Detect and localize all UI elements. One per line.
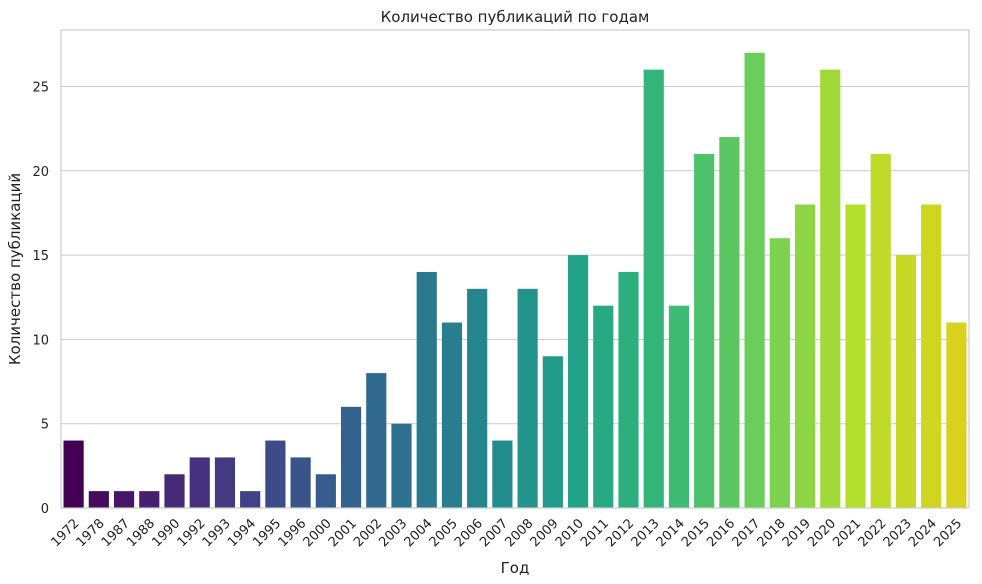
bar-1978 (88, 491, 109, 508)
bar-2011 (593, 305, 614, 508)
x-tick-label: 1987 (99, 516, 133, 550)
x-tick-label: 2001 (326, 516, 360, 550)
bar-1996 (290, 457, 311, 508)
x-tick-label: 2020 (805, 516, 839, 550)
x-tick-label: 2017 (729, 516, 763, 550)
bar-2007 (492, 440, 513, 508)
bar-2014 (668, 305, 690, 508)
bar-2025 (946, 322, 967, 508)
bar-2021 (845, 204, 866, 508)
x-tick-label: 2021 (830, 516, 864, 550)
bar-2018 (769, 238, 790, 508)
bar-2016 (719, 137, 740, 509)
bar-2015 (694, 153, 715, 509)
bar-2004 (416, 271, 437, 508)
bar-2012 (618, 271, 639, 508)
x-tick-label: 2003 (376, 516, 410, 550)
bar-2024 (921, 204, 942, 508)
bar-2002 (366, 373, 387, 508)
bar-2000 (315, 474, 336, 508)
x-tick-label: 2010 (553, 516, 587, 550)
x-tick-label: 1978 (74, 516, 108, 550)
bar-2003 (391, 423, 412, 508)
x-tick-label: 1992 (175, 516, 209, 550)
bar-2020 (820, 69, 841, 509)
bar-1988 (139, 491, 160, 508)
y-axis-label: Количество публикаций (6, 173, 24, 365)
bar-1987 (113, 491, 135, 508)
x-tick-label: 2016 (704, 516, 738, 550)
bar-2006 (467, 288, 488, 508)
x-tick-label: 1988 (124, 516, 158, 550)
x-tick-label: 2011 (578, 516, 612, 550)
y-tick-label: 10 (32, 333, 49, 348)
y-tick-label: 20 (32, 165, 49, 180)
x-tick-label: 2008 (502, 516, 536, 550)
bar-2010 (567, 255, 589, 508)
bar-2017 (744, 52, 765, 509)
y-tick-labels: 0 5 10 15 20 25 (32, 80, 49, 517)
x-tick-label: 2015 (679, 516, 713, 550)
bar-2001 (340, 406, 362, 508)
bar-1994 (240, 491, 261, 508)
bar-1992 (189, 457, 210, 508)
x-tick-label: 2009 (528, 516, 562, 550)
bar-2019 (794, 204, 816, 508)
bar-2009 (542, 356, 563, 508)
x-tick-label: 2019 (780, 516, 814, 550)
plot-frame (60, 29, 970, 509)
x-tick-label: 2018 (755, 516, 789, 550)
bar-1972 (63, 440, 84, 508)
x-tick-label: 1990 (149, 516, 183, 550)
bar-1995 (265, 440, 286, 508)
x-tick-label: 1995 (250, 516, 284, 550)
y-tick-label: 15 (32, 249, 49, 264)
y-tick-label: 25 (32, 80, 49, 95)
bar-2008 (517, 288, 538, 508)
x-tick-label: 2004 (402, 516, 436, 550)
x-tick-labels: 1972197819871988199019921993199419951996… (48, 516, 965, 550)
x-tick-label: 2005 (427, 516, 461, 550)
x-tick-label: 2006 (452, 516, 486, 550)
x-tick-label: 1993 (200, 516, 234, 550)
x-tick-label: 1994 (225, 516, 259, 550)
bars (63, 52, 967, 509)
bar-1990 (164, 474, 185, 508)
x-tick-label: 2024 (906, 516, 940, 550)
x-tick-label: 2022 (856, 516, 890, 550)
y-tick-label: 0 (41, 502, 49, 517)
x-tick-label: 2012 (603, 516, 637, 550)
bar-2022 (870, 153, 891, 509)
chart-title: Количество публикаций по годам (381, 8, 650, 26)
bar-2023 (895, 255, 917, 508)
bar-1993 (214, 457, 236, 508)
x-tick-label: 1996 (275, 516, 309, 550)
x-tick-label: 2000 (301, 516, 335, 550)
x-axis-label: Год (501, 559, 530, 577)
x-tick-label: 2023 (881, 516, 915, 550)
x-tick-label: 2025 (931, 516, 965, 550)
x-tick-label: 2007 (477, 516, 511, 550)
x-tick-label: 2014 (654, 516, 688, 550)
y-tick-label: 5 (41, 418, 49, 433)
x-tick-label: 2013 (629, 516, 663, 550)
x-tick-label: 1972 (48, 516, 82, 550)
bar-2013 (643, 69, 664, 509)
x-tick-label: 2002 (351, 516, 385, 550)
bar-2005 (441, 322, 463, 508)
